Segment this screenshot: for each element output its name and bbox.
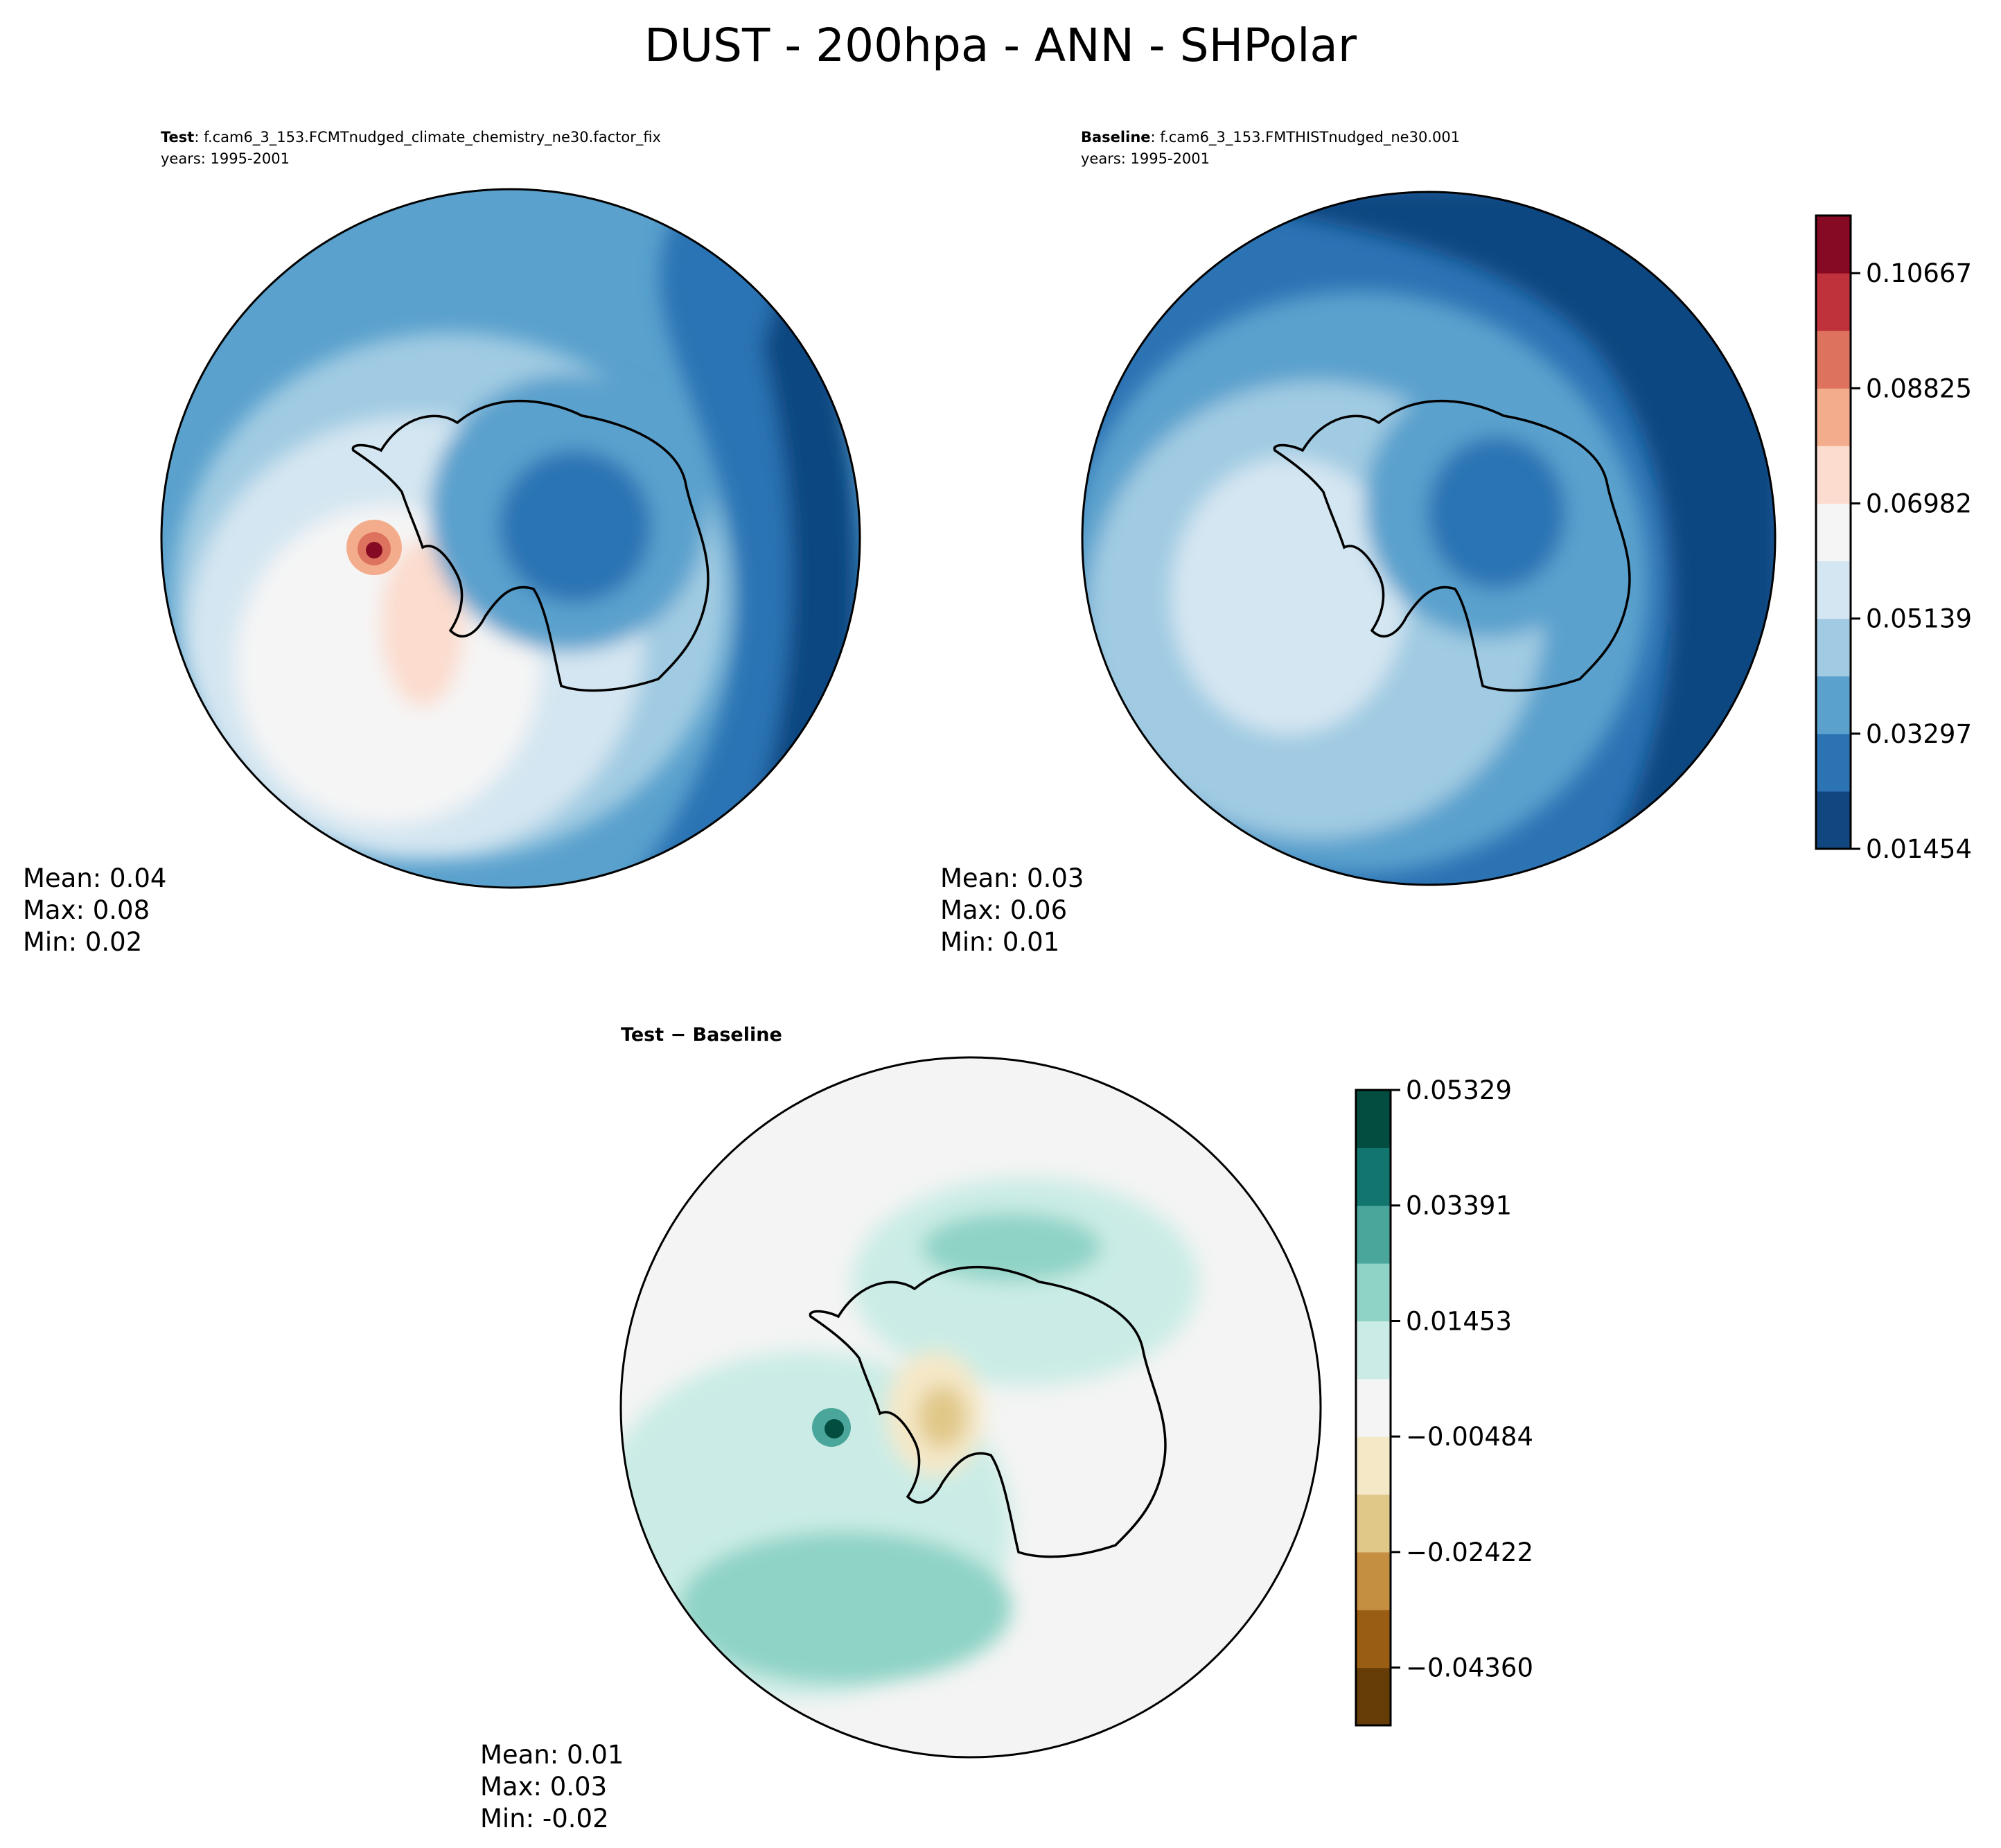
colorbar-tick-label: 0.01454 bbox=[1866, 834, 1972, 864]
colorbar-bin bbox=[1816, 273, 1851, 331]
colorbar-bin bbox=[1356, 1436, 1391, 1495]
colorbar-tick-label: 0.10667 bbox=[1866, 258, 1972, 288]
colorbar-bin bbox=[1356, 1378, 1391, 1437]
colorbar-bin bbox=[1816, 503, 1851, 562]
colorbar-bin bbox=[1356, 1147, 1391, 1206]
stat-max: Max: 0.06 bbox=[940, 895, 1067, 925]
colorbar-tick-label: 0.05329 bbox=[1406, 1075, 1512, 1105]
map-difference bbox=[621, 1057, 1321, 1757]
panel-baseline: Baseline: f.cam6_3_153.FMTHISTnudged_ne3… bbox=[940, 129, 1777, 957]
colorbar-bin bbox=[1816, 733, 1851, 792]
colorbar-bin bbox=[1356, 1610, 1391, 1669]
colorbar-tick-label: 0.06982 bbox=[1866, 489, 1972, 519]
colorbar-bin bbox=[1356, 1263, 1391, 1321]
stat-min: Min: 0.01 bbox=[940, 927, 1059, 957]
stat-min: Min: -0.02 bbox=[480, 1804, 609, 1833]
colorbar-tick-label: 0.03391 bbox=[1406, 1191, 1512, 1221]
stat-mean: Mean: 0.03 bbox=[940, 863, 1084, 893]
panel-difference: Test − Baseline Mean: 0.01 Max: 0.03 Min… bbox=[480, 1024, 1322, 1833]
colorbar-bin bbox=[1356, 1090, 1391, 1148]
colorbar-bin bbox=[1816, 388, 1851, 446]
panel-test: Test: f.cam6_3_153.FCMTnudged_climate_ch… bbox=[23, 129, 861, 957]
colorbar-bin bbox=[1356, 1321, 1391, 1380]
colorbar-bin bbox=[1816, 676, 1851, 734]
panel-title: Baseline: f.cam6_3_153.FMTHISTnudged_ne3… bbox=[1081, 129, 1460, 146]
colorbar-main: 0.01454 0.03297 0.05139 0.06982 0.08825 0.106… bbox=[1815, 214, 1972, 864]
stat-min: Min: 0.02 bbox=[23, 927, 142, 957]
colorbar-tick-label: 0.01453 bbox=[1406, 1306, 1512, 1336]
colorbar-bin bbox=[1816, 446, 1851, 504]
colorbar-difference: 0.05329 0.03391 0.01453 −0.00484 −0.02422 −0.… bbox=[1355, 1075, 1533, 1727]
stat-max: Max: 0.03 bbox=[480, 1772, 607, 1802]
colorbar-bin bbox=[1816, 791, 1851, 850]
colorbar-bin bbox=[1816, 215, 1851, 274]
colorbar-tick-label: 0.05139 bbox=[1866, 604, 1972, 634]
colorbar-tick-label: 0.08825 bbox=[1866, 373, 1972, 403]
stat-mean: Mean: 0.01 bbox=[480, 1740, 624, 1770]
colorbar-tick-label: −0.04360 bbox=[1406, 1653, 1533, 1683]
colorbar-tick-label: −0.02422 bbox=[1406, 1538, 1533, 1567]
colorbar-bin bbox=[1816, 618, 1851, 677]
stat-mean: Mean: 0.04 bbox=[23, 863, 166, 893]
panel-title: Test − Baseline bbox=[621, 1024, 782, 1046]
stat-max: Max: 0.08 bbox=[23, 895, 150, 925]
colorbar-bin bbox=[1816, 561, 1851, 619]
colorbar-bin bbox=[1356, 1205, 1391, 1264]
figure-title: DUST - 200hpa - ANN - SHPolar bbox=[644, 19, 1357, 72]
colorbar-bin bbox=[1356, 1494, 1391, 1553]
panel-years: years: 1995-2001 bbox=[1081, 150, 1210, 167]
colorbar-tick-label: −0.00484 bbox=[1406, 1422, 1533, 1452]
map-baseline bbox=[1082, 192, 1775, 885]
colorbar-bin bbox=[1816, 331, 1851, 389]
panel-title: Test: f.cam6_3_153.FCMTnudged_climate_ch… bbox=[161, 129, 661, 146]
panel-years: years: 1995-2001 bbox=[161, 150, 290, 167]
colorbar-tick-label: 0.03297 bbox=[1866, 719, 1972, 749]
colorbar-bin bbox=[1356, 1667, 1391, 1726]
colorbar-bin bbox=[1356, 1551, 1391, 1610]
